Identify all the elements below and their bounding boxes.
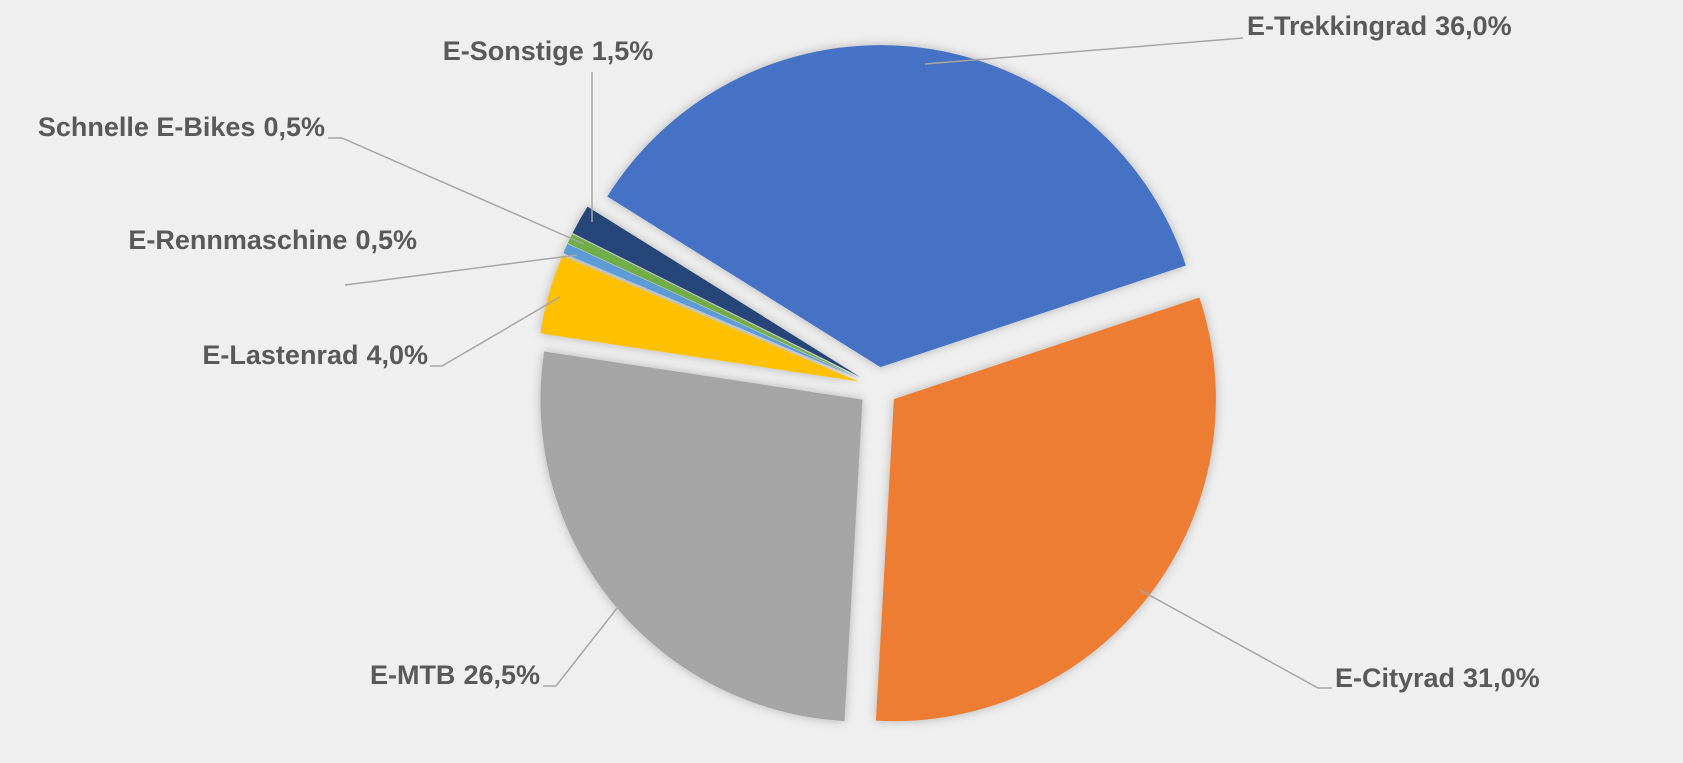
value-label: 0,5% — [355, 225, 417, 255]
pie-slice — [875, 297, 1216, 722]
pie-slice — [572, 206, 861, 378]
data-label: E-Lastenrad 4,0% — [202, 340, 428, 370]
category-name: Schnelle E-Bikes — [38, 112, 256, 142]
category-name: E-Sonstige — [443, 36, 584, 66]
pie-slice — [540, 255, 859, 382]
leader-line — [328, 137, 585, 245]
data-label: E-Trekkingrad 36,0% — [1247, 11, 1512, 41]
value-label: 26,5% — [463, 660, 540, 690]
data-label: E-Cityrad 31,0% — [1335, 663, 1540, 693]
leader-line — [344, 254, 578, 286]
value-label: 4,0% — [366, 340, 428, 370]
category-name: E-Trekkingrad — [1247, 11, 1427, 41]
value-label: 1,5% — [592, 36, 654, 66]
leader-line — [924, 37, 1244, 65]
data-label: E-MTB 26,5% — [370, 660, 540, 690]
category-name: E-MTB — [370, 660, 455, 690]
data-label: Schnelle E-Bikes 0,5% — [38, 112, 325, 142]
value-label: 0,5% — [263, 112, 325, 142]
leader-line — [430, 296, 561, 367]
pie-slice — [540, 351, 863, 722]
leader-line — [543, 597, 626, 687]
category-name: E-Lastenrad — [202, 340, 358, 370]
labels: E-Trekkingrad 36,0% E-Cityrad 31,0% E-MTB 26,… — [38, 11, 1540, 693]
category-name: E-Rennmaschine — [128, 225, 347, 255]
data-label: E-Sonstige 1,5% — [443, 36, 654, 66]
value-label: 31,0% — [1463, 663, 1540, 693]
leader-line — [1139, 589, 1332, 689]
pie-slice — [567, 234, 860, 379]
pie-slice — [563, 243, 860, 379]
pie-slice — [607, 45, 1186, 368]
data-label: E-Rennmaschine 0,5% — [128, 225, 417, 255]
category-name: E-Cityrad — [1335, 663, 1455, 693]
pie — [540, 45, 1216, 722]
value-label: 36,0% — [1435, 11, 1512, 41]
